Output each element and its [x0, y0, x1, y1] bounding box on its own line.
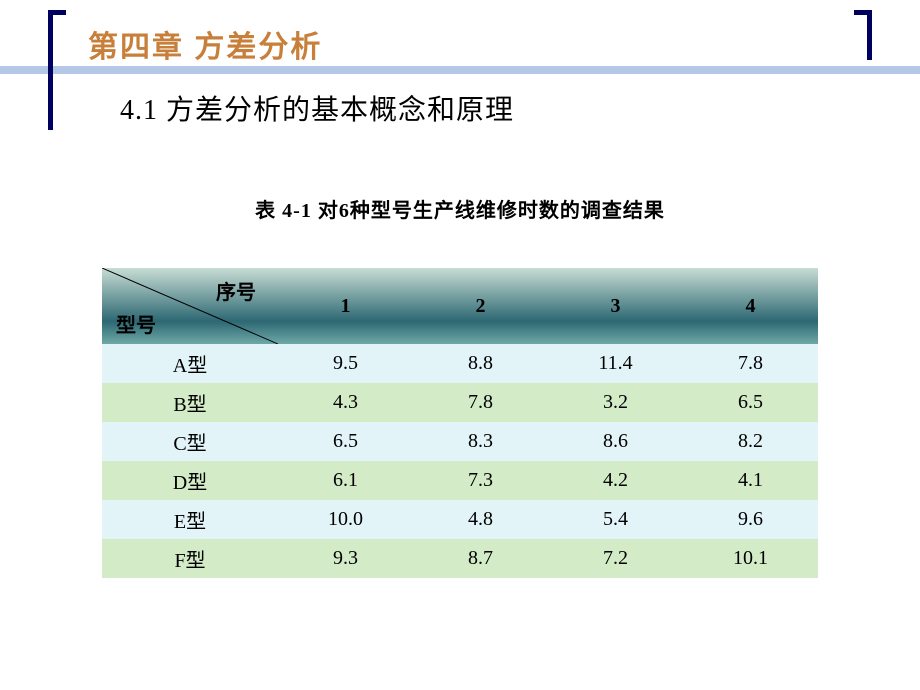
cell: 8.3: [413, 422, 548, 461]
cell: 9.6: [683, 500, 818, 539]
row-header: F型: [102, 539, 278, 578]
cell: 5.4: [548, 500, 683, 539]
chapter-title: 第四章 方差分析: [88, 22, 322, 66]
cell: 8.2: [683, 422, 818, 461]
cell: 8.8: [413, 344, 548, 383]
corner-model-label: 型号: [116, 309, 156, 338]
bracket-top-left-icon: [48, 10, 66, 130]
table-row: B型 4.3 7.8 3.2 6.5: [102, 383, 818, 422]
col-header: 3: [548, 268, 683, 344]
cell: 4.2: [548, 461, 683, 500]
table-row: C型 6.5 8.3 8.6 8.2: [102, 422, 818, 461]
cell: 7.2: [548, 539, 683, 578]
col-header: 1: [278, 268, 413, 344]
header-divider: [0, 66, 920, 74]
cell: 8.6: [548, 422, 683, 461]
bracket-top-right-icon: [854, 10, 872, 60]
row-header: A型: [102, 344, 278, 383]
cell: 6.5: [278, 422, 413, 461]
cell: 7.3: [413, 461, 548, 500]
cell: 9.3: [278, 539, 413, 578]
row-header: E型: [102, 500, 278, 539]
cell: 4.1: [683, 461, 818, 500]
col-header: 2: [413, 268, 548, 344]
col-header: 4: [683, 268, 818, 344]
cell: 3.2: [548, 383, 683, 422]
row-header: B型: [102, 383, 278, 422]
data-table: 序号 型号 1 2 3 4 A型 9.5 8.8 11.4 7.8 B型 4.3…: [102, 268, 818, 578]
cell: 6.1: [278, 461, 413, 500]
cell: 8.7: [413, 539, 548, 578]
cell: 10.0: [278, 500, 413, 539]
table-row: D型 6.1 7.3 4.2 4.1: [102, 461, 818, 500]
table-header-row: 序号 型号 1 2 3 4: [102, 268, 818, 344]
row-header: D型: [102, 461, 278, 500]
corner-seq-label: 序号: [216, 276, 256, 305]
section-title: 4.1 方差分析的基本概念和原理: [120, 88, 514, 128]
cell: 11.4: [548, 344, 683, 383]
cell: 7.8: [413, 383, 548, 422]
cell: 4.3: [278, 383, 413, 422]
row-header: C型: [102, 422, 278, 461]
table-corner-cell: 序号 型号: [102, 268, 278, 344]
table-caption: 表 4-1 对6种型号生产线维修时数的调查结果: [0, 194, 920, 223]
cell: 7.8: [683, 344, 818, 383]
table-row: F型 9.3 8.7 7.2 10.1: [102, 539, 818, 578]
cell: 6.5: [683, 383, 818, 422]
cell: 10.1: [683, 539, 818, 578]
table-row: A型 9.5 8.8 11.4 7.8: [102, 344, 818, 383]
cell: 9.5: [278, 344, 413, 383]
cell: 4.8: [413, 500, 548, 539]
table-row: E型 10.0 4.8 5.4 9.6: [102, 500, 818, 539]
